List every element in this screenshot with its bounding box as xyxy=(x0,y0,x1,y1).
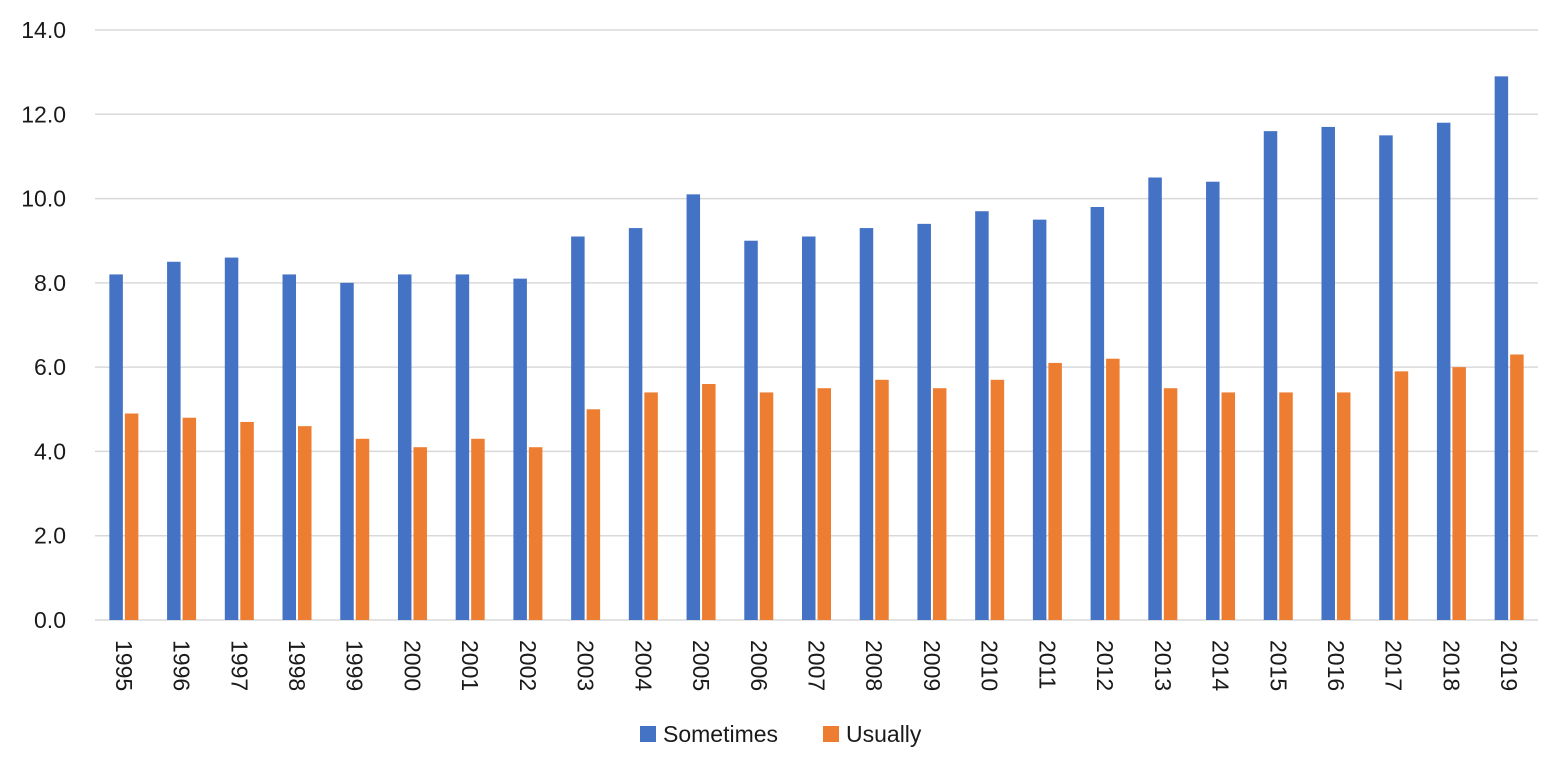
bar-sometimes-2007 xyxy=(802,236,816,620)
x-category-label: 2018 xyxy=(1438,640,1464,691)
bar-usually-2015 xyxy=(1279,392,1293,620)
y-tick-label: 2.0 xyxy=(34,523,66,549)
y-tick-label: 12.0 xyxy=(21,101,66,127)
bar-sometimes-2017 xyxy=(1379,135,1393,620)
bars xyxy=(109,76,1524,621)
bar-usually-2019 xyxy=(1510,354,1524,620)
bar-sometimes-2002 xyxy=(513,278,527,620)
legend-label-usually: Usually xyxy=(846,721,922,747)
x-category-label: 2000 xyxy=(399,640,425,691)
x-category-label: 2015 xyxy=(1265,640,1291,691)
bar-sometimes-2012 xyxy=(1090,207,1105,620)
x-category-label: 2010 xyxy=(977,640,1003,691)
bar-sometimes-2013 xyxy=(1148,177,1162,620)
x-category-label: 1997 xyxy=(226,640,252,691)
x-category-label: 2012 xyxy=(1092,640,1118,691)
bar-sometimes-1999 xyxy=(340,282,354,620)
y-tick-label: 0.0 xyxy=(34,607,66,633)
bar-sometimes-2003 xyxy=(571,236,585,620)
x-category-label: 2013 xyxy=(1150,640,1176,691)
bar-sometimes-2008 xyxy=(859,228,874,621)
bar-sometimes-2004 xyxy=(628,228,643,621)
x-category-label: 2003 xyxy=(573,640,599,691)
y-tick-label: 4.0 xyxy=(34,438,66,464)
legend: Sometimes Usually xyxy=(640,721,922,747)
bar-usually-2014 xyxy=(1221,392,1236,620)
x-category-label: 2017 xyxy=(1381,640,1407,691)
bar-usually-2008 xyxy=(875,379,889,620)
bar-sometimes-2010 xyxy=(975,211,989,620)
bar-usually-2016 xyxy=(1336,392,1351,620)
bar-sometimes-2006 xyxy=(744,240,758,620)
bar-sometimes-2009 xyxy=(917,223,931,620)
x-category-label: 2004 xyxy=(630,640,656,691)
y-tick-label: 8.0 xyxy=(34,270,66,296)
bar-usually-2011 xyxy=(1048,362,1062,620)
legend-swatch-usually xyxy=(823,726,839,742)
x-category-label: 2007 xyxy=(804,640,830,691)
gridlines xyxy=(95,29,1538,621)
x-category-label: 2011 xyxy=(1034,640,1060,689)
bar-usually-2013 xyxy=(1163,388,1178,620)
bar-sometimes-2019 xyxy=(1494,76,1509,621)
legend-label-sometimes: Sometimes xyxy=(663,721,778,747)
bar-sometimes-2016 xyxy=(1321,126,1335,620)
bar-usually-2004 xyxy=(644,392,658,620)
x-category-label: 2001 xyxy=(457,640,483,691)
bar-usually-1997 xyxy=(240,421,254,620)
x-category-label: 2014 xyxy=(1208,640,1234,691)
bar-sometimes-1996 xyxy=(167,261,181,620)
bar-sometimes-2014 xyxy=(1206,181,1220,620)
bar-usually-2009 xyxy=(932,388,947,620)
x-category-label: 1996 xyxy=(169,640,195,691)
bar-usually-2000 xyxy=(413,447,427,620)
bar-sometimes-1997 xyxy=(224,257,239,620)
x-category-label: 2019 xyxy=(1496,640,1522,691)
bar-sometimes-2005 xyxy=(686,194,701,620)
bar-usually-2010 xyxy=(990,379,1005,620)
bar-sometimes-2015 xyxy=(1263,131,1278,620)
y-tick-label: 14.0 xyxy=(21,17,66,43)
x-category-label: 2008 xyxy=(861,640,887,691)
bar-usually-2017 xyxy=(1394,371,1409,620)
x-category-label: 2006 xyxy=(746,640,772,691)
x-category-label: 1995 xyxy=(111,640,137,691)
x-category-label: 2002 xyxy=(515,640,541,691)
bar-sometimes-2018 xyxy=(1436,122,1451,620)
bar-usually-1996 xyxy=(182,417,197,620)
bar-usually-2005 xyxy=(702,384,716,620)
y-axis-tick-labels: 0.0 2.0 4.0 6.0 8.0 10.0 12.0 14.0 xyxy=(21,17,66,633)
bar-usually-1999 xyxy=(355,438,370,620)
bar-sometimes-2001 xyxy=(455,274,470,620)
x-axis-category-labels: 1995 1996 1997 1998 1999 2000 2001 2002 2003 2004… xyxy=(111,640,1522,691)
y-tick-label: 6.0 xyxy=(34,354,66,380)
y-tick-label: 10.0 xyxy=(21,186,66,212)
x-category-label: 2009 xyxy=(919,640,945,691)
bar-usually-2018 xyxy=(1452,367,1466,620)
bar-usually-1998 xyxy=(298,426,312,620)
bar-usually-2012 xyxy=(1106,358,1120,620)
bar-sometimes-1995 xyxy=(109,274,123,620)
bar-sometimes-1998 xyxy=(282,274,297,620)
bar-usually-2001 xyxy=(471,438,485,620)
x-category-label: 2016 xyxy=(1323,640,1349,691)
x-category-label: 1999 xyxy=(342,640,368,691)
bar-usually-2002 xyxy=(528,447,543,620)
legend-swatch-sometimes xyxy=(640,726,656,742)
bar-usually-2007 xyxy=(817,388,831,620)
bar-usually-1995 xyxy=(124,413,139,620)
bar-usually-2003 xyxy=(586,409,601,620)
x-category-label: 1998 xyxy=(284,640,310,691)
bar-sometimes-2011 xyxy=(1032,219,1047,620)
x-category-label: 2005 xyxy=(688,640,714,691)
bar-usually-2006 xyxy=(759,392,774,620)
bar-sometimes-2000 xyxy=(397,274,412,620)
